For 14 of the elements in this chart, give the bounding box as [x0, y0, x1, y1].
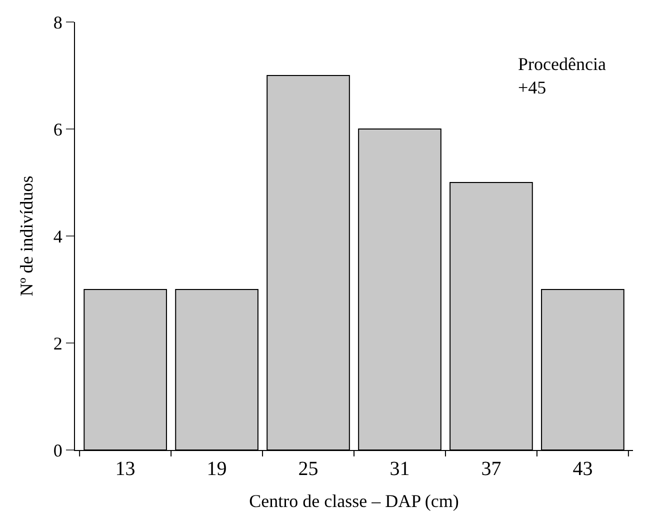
- x-tick-label: 43: [572, 458, 593, 480]
- y-tick-label: 2: [53, 333, 62, 354]
- x-tick-label: 31: [390, 458, 410, 480]
- y-tick-label: 0: [53, 440, 62, 460]
- y-tick-label: 8: [53, 12, 62, 32]
- y-tick-label: 6: [53, 119, 62, 140]
- x-tick-label: 25: [298, 458, 318, 480]
- x-tick-label: 19: [206, 458, 227, 480]
- x-tick-label: 13: [115, 458, 136, 480]
- y-tick-label: 4: [53, 226, 62, 246]
- x-tick-label: 37: [481, 458, 502, 480]
- x-axis-title: Centro de classe – DAP (cm): [249, 491, 459, 512]
- y-axis-title: Nº de indivíduos: [16, 176, 37, 296]
- annotation: Procedência +45: [518, 54, 606, 98]
